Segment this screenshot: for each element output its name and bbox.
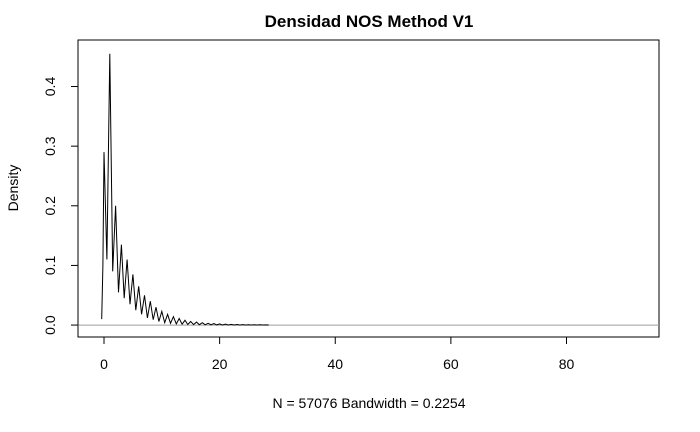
y-tick-label: 0.1: [42, 255, 58, 275]
x-axis: 0 20 40 60 80: [100, 336, 575, 372]
x-tick-label: 0: [100, 356, 108, 372]
x-axis-label: N = 57076 Bandwidth = 0.2254: [272, 395, 465, 411]
y-tick-label: 0.0: [42, 315, 58, 335]
x-tick-label: 40: [327, 356, 343, 372]
y-axis-label: Density: [5, 165, 21, 212]
density-curve: [101, 53, 269, 326]
plot-frame: [77, 39, 660, 338]
y-tick-label: 0.3: [42, 136, 58, 156]
y-tick-label: 0.2: [42, 196, 58, 216]
chart-title: Densidad NOS Method V1: [265, 12, 474, 31]
y-axis: 0.0 0.1 0.2 0.3 0.4: [42, 77, 79, 335]
x-tick-label: 20: [212, 356, 228, 372]
y-tick-label: 0.4: [42, 77, 58, 97]
x-tick-label: 80: [559, 356, 575, 372]
x-tick-label: 60: [443, 356, 459, 372]
